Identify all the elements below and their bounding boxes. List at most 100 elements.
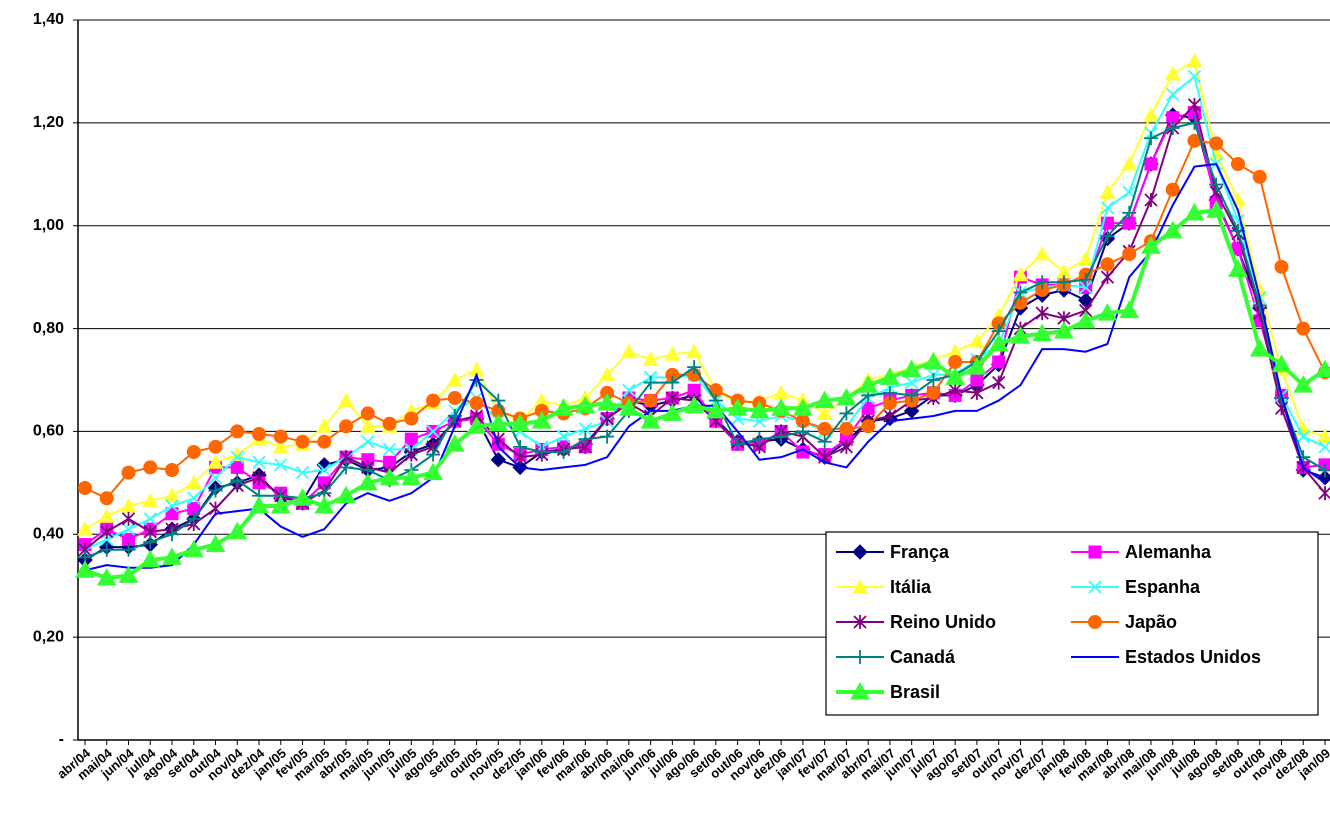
y-tick-label: 1,40 bbox=[33, 11, 64, 28]
marker bbox=[948, 383, 962, 398]
marker bbox=[143, 535, 158, 549]
marker bbox=[970, 385, 984, 400]
y-tick-label: 0,20 bbox=[33, 628, 64, 645]
marker bbox=[401, 467, 422, 486]
marker bbox=[730, 437, 745, 452]
marker bbox=[926, 385, 941, 400]
marker bbox=[252, 455, 266, 469]
marker bbox=[773, 384, 789, 400]
marker bbox=[339, 419, 354, 434]
y-tick-label: - bbox=[59, 731, 64, 748]
legend: França Alemanha Itália Espanha Reino Unido Ja… bbox=[825, 531, 1319, 716]
marker bbox=[142, 492, 159, 508]
marker bbox=[531, 411, 552, 429]
y-tick-label: 1,00 bbox=[33, 217, 64, 234]
marker bbox=[426, 424, 440, 439]
marker bbox=[1012, 266, 1029, 282]
marker bbox=[165, 527, 180, 542]
marker bbox=[1099, 184, 1116, 199]
marker bbox=[1164, 65, 1181, 81]
legend-label: Canadá bbox=[890, 647, 956, 667]
marker bbox=[1088, 545, 1102, 559]
marker bbox=[556, 445, 571, 459]
legend-label: Brasil bbox=[890, 682, 940, 702]
marker bbox=[1296, 321, 1311, 336]
marker bbox=[1088, 615, 1102, 629]
marker bbox=[988, 333, 1009, 352]
marker bbox=[513, 439, 528, 454]
marker bbox=[1318, 440, 1330, 454]
marker bbox=[662, 403, 683, 421]
marker bbox=[510, 413, 530, 432]
marker bbox=[852, 544, 868, 560]
marker bbox=[1077, 251, 1094, 266]
marker bbox=[858, 375, 879, 393]
marker bbox=[687, 360, 702, 375]
marker bbox=[1088, 580, 1102, 594]
legend-label: Espanha bbox=[1125, 577, 1201, 597]
marker bbox=[143, 512, 157, 526]
marker bbox=[643, 393, 658, 408]
marker bbox=[379, 467, 400, 486]
marker bbox=[1034, 245, 1051, 261]
marker bbox=[1187, 97, 1202, 112]
marker bbox=[1209, 136, 1224, 151]
marker bbox=[1122, 205, 1137, 220]
marker bbox=[923, 351, 944, 370]
marker bbox=[1119, 300, 1140, 319]
marker bbox=[534, 445, 549, 459]
marker bbox=[339, 460, 354, 475]
marker bbox=[426, 447, 441, 462]
marker bbox=[643, 375, 658, 390]
marker bbox=[1271, 354, 1292, 373]
marker bbox=[1186, 53, 1203, 68]
marker bbox=[901, 359, 922, 378]
y-tick-label: 0,60 bbox=[33, 423, 64, 440]
marker bbox=[143, 460, 158, 475]
marker bbox=[600, 429, 615, 444]
marker bbox=[774, 429, 789, 444]
marker bbox=[75, 560, 95, 578]
marker bbox=[1100, 270, 1115, 285]
marker bbox=[316, 418, 333, 433]
series-line bbox=[84, 163, 1326, 572]
marker bbox=[230, 424, 245, 439]
marker bbox=[230, 473, 245, 488]
marker bbox=[1162, 220, 1183, 239]
marker bbox=[444, 434, 465, 452]
marker bbox=[992, 355, 1006, 369]
marker bbox=[1274, 259, 1289, 274]
marker bbox=[404, 447, 418, 462]
marker bbox=[121, 522, 136, 536]
marker bbox=[664, 346, 681, 361]
marker bbox=[852, 578, 868, 594]
marker bbox=[948, 355, 963, 369]
marker bbox=[99, 542, 114, 557]
marker bbox=[1143, 107, 1159, 122]
legend-label: Japão bbox=[1125, 612, 1177, 632]
legend-label: Itália bbox=[890, 577, 932, 597]
marker bbox=[78, 481, 92, 495]
marker bbox=[1121, 155, 1138, 171]
marker bbox=[96, 567, 117, 586]
legend-label: Reino Unido bbox=[890, 612, 996, 632]
marker bbox=[360, 406, 375, 421]
marker bbox=[1187, 115, 1202, 130]
marker bbox=[839, 406, 854, 421]
marker bbox=[1293, 375, 1314, 393]
marker bbox=[1075, 310, 1096, 329]
marker bbox=[230, 450, 244, 464]
marker bbox=[314, 495, 335, 514]
marker bbox=[1010, 326, 1031, 344]
marker bbox=[491, 393, 506, 408]
y-tick-label: 0,80 bbox=[33, 320, 64, 337]
marker bbox=[945, 367, 966, 385]
marker bbox=[640, 411, 661, 429]
marker bbox=[967, 357, 987, 375]
marker bbox=[121, 465, 136, 480]
series-line bbox=[84, 60, 1326, 531]
marker bbox=[578, 422, 592, 436]
marker bbox=[817, 421, 832, 436]
y-tick-label: 0,40 bbox=[33, 526, 64, 543]
legend-label: Estados Unidos bbox=[1125, 647, 1261, 667]
